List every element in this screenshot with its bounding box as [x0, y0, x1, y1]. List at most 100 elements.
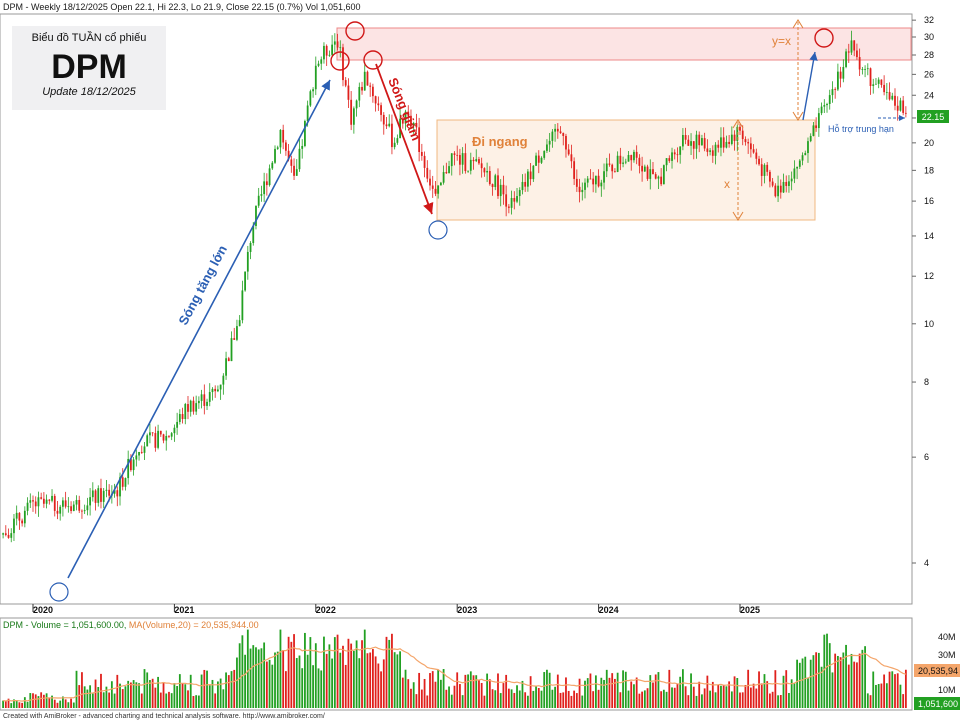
candle: [671, 147, 673, 169]
volume-bar: [426, 695, 429, 708]
volume-bar: [559, 692, 562, 708]
x-tick-label: 2025: [740, 605, 760, 615]
y-tick-label: 32: [924, 15, 934, 25]
candle: [616, 151, 619, 173]
candle: [891, 92, 894, 101]
candle: [415, 113, 418, 132]
peak-circle-1: [345, 21, 365, 41]
volume-bar: [323, 636, 325, 708]
y-eq-x-label: y=x: [772, 34, 791, 48]
candle: [904, 106, 907, 118]
volume-bar: [244, 654, 246, 708]
volume-bar: [380, 671, 382, 708]
volume-bar: [850, 653, 853, 708]
candle: [298, 138, 301, 172]
candle: [877, 77, 880, 89]
candle: [483, 167, 486, 177]
candle: [850, 30, 853, 56]
candle: [624, 158, 627, 165]
volume-bar: [706, 675, 709, 708]
candle: [361, 81, 363, 95]
candle: [853, 40, 856, 57]
volume-bar: [499, 693, 502, 708]
candle: [456, 145, 459, 161]
volume-bar: [448, 686, 450, 708]
candle: [396, 134, 399, 145]
sideways-label: Đi ngang: [472, 134, 528, 149]
candle: [847, 43, 850, 63]
candle: [192, 396, 195, 415]
candle: [690, 133, 692, 155]
candle: [703, 132, 706, 152]
volume-bar: [684, 686, 687, 708]
candle: [355, 99, 358, 117]
volume-bar: [641, 691, 644, 708]
volume-bar: [812, 655, 815, 708]
candle: [26, 497, 29, 516]
candle: [426, 160, 429, 183]
volume-bar: [437, 670, 440, 708]
volume-bar: [769, 693, 771, 708]
volume-bar: [423, 678, 426, 708]
volume-bar: [834, 653, 837, 708]
candle: [638, 154, 641, 174]
candle: [494, 173, 497, 191]
candle: [518, 187, 521, 206]
volume-bar: [575, 693, 578, 708]
candle: [771, 178, 774, 188]
candle: [649, 159, 652, 190]
volume-bar: [157, 676, 159, 708]
candle: [668, 155, 671, 163]
candle: [605, 157, 608, 178]
candle: [692, 140, 695, 160]
y-tick-label: 30: [924, 32, 934, 42]
volume-bar: [831, 672, 834, 708]
y-measure-arrowheads: [792, 19, 804, 121]
candle: [510, 190, 513, 215]
candle: [442, 165, 445, 185]
volume-bar: [42, 694, 45, 708]
candle: [116, 486, 119, 507]
candle: [584, 178, 586, 199]
candle: [643, 164, 646, 173]
volume-bar: [725, 686, 728, 708]
candle: [804, 150, 807, 156]
candle: [59, 504, 62, 521]
candle: [641, 156, 644, 182]
candle: [184, 402, 187, 425]
volume-bar: [151, 678, 154, 708]
candle: [567, 144, 570, 156]
volume-bar: [597, 689, 600, 708]
info-ticker: DPM: [51, 48, 127, 86]
candle: [662, 164, 665, 185]
volume-bar: [804, 656, 807, 708]
candle: [271, 161, 274, 170]
candle: [527, 169, 529, 192]
candle: [535, 152, 537, 166]
volume-bar: [703, 688, 706, 708]
peak-circle-4: [814, 28, 834, 48]
volume-bar: [51, 695, 53, 708]
volume-bars: [2, 629, 907, 708]
candle: [554, 123, 556, 142]
low-circle-2022: [428, 220, 448, 240]
candle: [407, 105, 410, 125]
candle: [317, 60, 320, 68]
volume-bar: [287, 636, 290, 708]
candle: [143, 441, 146, 460]
candle: [157, 424, 159, 450]
candle: [173, 424, 176, 442]
volume-bar: [673, 687, 676, 708]
volume-bar: [298, 655, 301, 708]
volume-bar: [222, 689, 225, 708]
volume-bar: [652, 682, 654, 708]
volume-bar: [630, 681, 633, 708]
candle: [570, 144, 573, 169]
volume-bar: [252, 645, 255, 708]
volume-bar: [535, 686, 537, 708]
volume-bar: [456, 672, 459, 708]
volume-bar: [361, 640, 363, 708]
volume-bar: [208, 685, 211, 708]
volume-bar: [374, 656, 377, 708]
volume-bar: [570, 695, 573, 708]
